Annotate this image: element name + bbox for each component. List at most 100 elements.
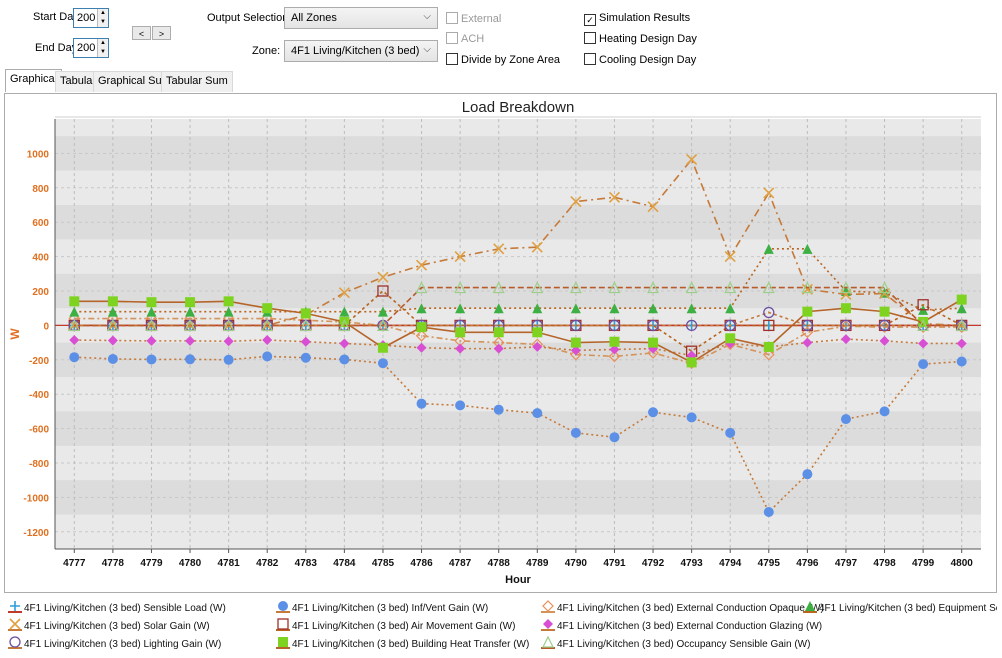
data-point [724,251,736,263]
data-point [416,342,427,353]
x-tick-label: 4792 [642,558,665,569]
series-line [74,355,962,514]
data-point [493,243,505,255]
data-point [763,507,774,518]
data-point [185,335,196,346]
tab-tabular-sum[interactable]: Tabular Sum [161,71,233,92]
checkbox-icon [446,53,458,65]
data-point [647,319,659,332]
data-point [338,287,350,299]
legend-marker-icon [803,601,817,613]
ach-checkbox[interactable]: ACH [446,32,484,45]
spin-down-icon[interactable]: ▼ [98,48,108,57]
cooling-design-day-checkbox[interactable]: Cooling Design Day [584,53,696,66]
legend-marker-icon [276,601,290,613]
plot-area [55,119,981,549]
data-point [69,335,80,346]
data-point [145,312,158,325]
tab-tabular[interactable]: Tabular [55,71,102,92]
legend-item: 4F1 Living/Kitchen (3 bed) External Cond… [541,600,824,614]
data-point [531,281,544,294]
data-point [455,400,466,411]
y-tick-label: 600 [32,218,49,229]
x-tick-label: 4780 [179,558,202,569]
data-point [802,306,813,317]
data-point [262,351,273,362]
legend-label: 4F1 Living/Kitchen (3 bed) Air Movement … [292,621,516,632]
external-label: External [461,13,502,25]
output-selection-label: Output Selection: [207,12,292,24]
data-point [455,327,466,338]
legend-label: 4F1 Living/Kitchen (3 bed) Equipment Sen… [819,603,997,614]
data-point [185,297,196,308]
data-point [570,303,581,314]
data-point [261,312,274,325]
chevron-down-icon: ⌵ [423,11,431,22]
simulation-results-checkbox[interactable]: ✓ Simulation Results [584,12,690,26]
legend-item: 4F1 Living/Kitchen (3 bed) Sensible Load… [8,600,226,614]
legend-label: 4F1 Living/Kitchen (3 bed) Sensible Load… [24,603,226,614]
spin-down-icon[interactable]: ▼ [98,18,108,27]
data-point [840,319,852,332]
data-point [69,296,80,307]
chart-title: Load Breakdown [462,99,575,116]
start-day-label: Start Day [33,11,79,23]
data-point [107,312,119,325]
data-point [569,281,582,294]
spin-up-icon[interactable]: ▲ [98,9,108,18]
data-point [724,281,737,294]
end-day-label: End Day [35,42,78,54]
legend-marker-icon [8,636,22,649]
legend-marker-icon [541,635,555,649]
data-point [300,336,311,347]
data-point [839,281,852,294]
start-day-value: 200 [77,12,96,24]
data-point [686,412,697,423]
zone-dropdown[interactable]: 4F1 Living/Kitchen (3 bed) ⌵ [284,40,438,62]
x-tick-label: 4794 [719,558,742,569]
data-point [724,319,736,332]
data-point [917,299,929,311]
data-point [763,319,775,332]
data-point [609,344,620,355]
x-tick-label: 4796 [796,558,819,569]
series-group [68,281,968,331]
data-point [725,333,736,344]
data-point [300,352,311,363]
data-point [184,319,197,331]
checkbox-icon [446,32,458,44]
data-point [185,306,196,317]
tab-graphical[interactable]: Graphical [5,69,63,92]
data-point [608,191,621,203]
y-tick-label: 400 [32,253,49,264]
data-point [532,408,543,419]
end-day-spinner[interactable]: 200 ▲ ▼ [73,38,109,58]
data-point [570,195,582,208]
external-checkbox[interactable]: External [446,12,501,25]
spin-up-icon[interactable]: ▲ [98,39,108,48]
data-point [686,153,698,165]
start-day-spinner[interactable]: 200 ▲ ▼ [73,8,109,28]
data-point [956,303,967,314]
x-tick-label: 4784 [333,558,356,569]
load-breakdown-chart: Load Breakdown 1000 800 600 400 200 0 -200 -400 -… [8,99,981,586]
tab-graphical-sum[interactable]: Graphical Sum [93,71,176,92]
series-line [74,289,963,353]
x-tick-label: 4793 [681,558,704,569]
heating-design-day-checkbox[interactable]: Heating Design Day [584,32,697,45]
legend-label: 4F1 Living/Kitchen (3 bed) Inf/Vent Gain… [292,603,489,614]
output-selection-dropdown[interactable]: All Zones ⌵ [284,7,438,29]
series-group [69,294,967,368]
x-tick-label: 4787 [449,558,472,569]
data-point [339,306,350,317]
data-point [377,306,388,317]
data-point [762,281,775,294]
divide-by-zone-area-checkbox[interactable]: Divide by Zone Area [446,53,560,66]
x-tick-label: 4800 [951,558,974,569]
legend-item: 4F1 Living/Kitchen (3 bed) Occupancy Sen… [541,635,810,650]
data-point [107,296,118,307]
data-point [686,357,697,368]
data-point [531,241,543,253]
previous-day-button[interactable]: < [132,26,151,40]
next-day-button[interactable]: > [152,26,171,40]
